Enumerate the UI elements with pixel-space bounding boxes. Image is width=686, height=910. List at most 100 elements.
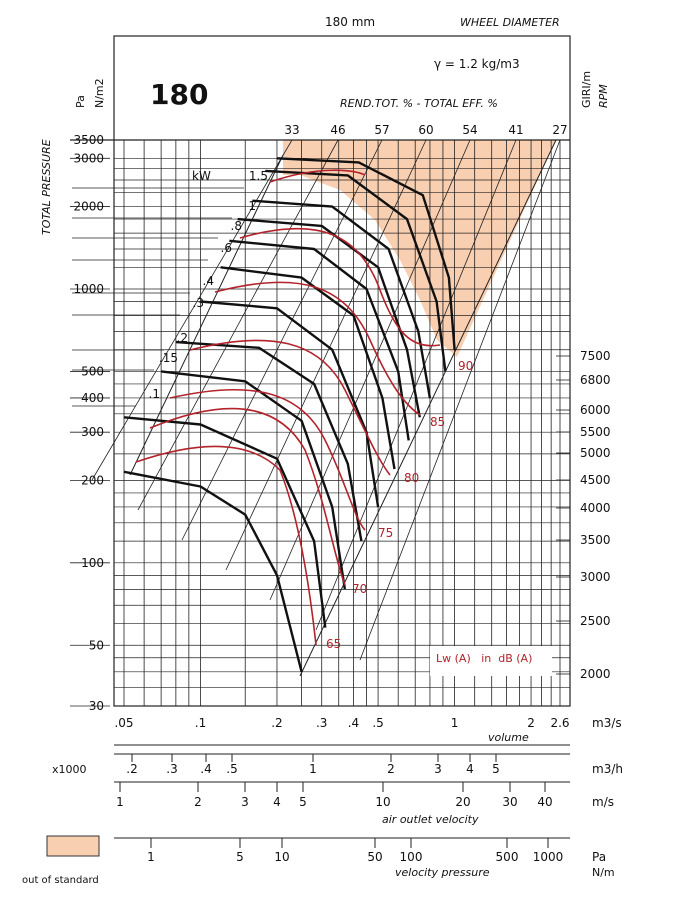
right-axis-tick-label: 6000 [580,403,611,417]
volume-s-tick-label: .4 [348,716,359,730]
noise-level-label: 85 [430,415,445,429]
volume-h-tick-label: 3 [434,762,442,776]
wheel-diameter-label: WHEEL DIAMETER [460,16,560,29]
right-axis-tick-label: 4500 [580,473,611,487]
left-axis-tick-label: 300 [81,425,104,439]
efficiency-value: 27 [552,123,567,137]
left-axis-tick-label: 3000 [73,151,104,165]
velocity-tick-label: 3 [241,795,249,809]
model-number: 180 [150,78,208,111]
velocity-tick-label: 1 [116,795,124,809]
noise-level-label: 65 [326,637,341,651]
noise-curve [149,407,346,586]
power-unit-label: kW [192,169,211,183]
right-axis-tick-label: 4000 [580,501,611,515]
velocity-unit: m/s [592,795,614,809]
left-axis-tick-label: 200 [81,473,104,487]
rpm-curve [175,340,363,542]
noise-level-label: 80 [404,471,419,485]
power-label: .15 [159,351,178,365]
efficiency-line [137,139,339,511]
vpressure-tick-label: 5 [236,850,244,864]
efficiency-value: 41 [508,123,523,137]
velocity-label: air outlet velocity [382,813,479,826]
volume-s-tick-label: .05 [114,716,133,730]
out-of-standard-swatch [46,835,100,857]
chart-labels: 3500 3000 2000 1000 500 400 300 200 100 50 30 7500 6… [73,123,610,713]
velocity-tick-label: 2 [194,795,202,809]
power-label: .1 [149,387,160,401]
power-label: .4 [203,274,214,288]
vpressure-tick-label: 10 [274,850,289,864]
right-unit-giri: GIRI/m [580,71,593,108]
power-label: 1.5 [249,169,268,183]
volume-s-tick-label: .2 [271,716,282,730]
efficiency-label: REND.TOT. % - TOTAL EFF. % [340,97,498,110]
volume-h-tick-label: .3 [166,762,177,776]
velocity-tick-label: 10 [375,795,390,809]
noise-curve [135,445,317,646]
volume-s-tick-label: .3 [316,716,327,730]
right-axis-tick-label: 3000 [580,570,611,584]
left-axis-tick-label: 500 [81,364,104,378]
rpm-curve [123,470,303,673]
volume-s-tick-label: 2 [527,716,535,730]
rpm-curve [252,199,432,399]
noise-level-label: 90 [458,359,473,373]
left-axis-tick-label: 400 [81,391,104,405]
volume-s-tick-label: 1 [451,716,459,730]
shaded-out-of-standard-region [283,140,556,357]
volume-h-tick-label: .2 [126,762,137,776]
performance-curves [123,157,456,673]
efficiency-value: 57 [374,123,389,137]
boundary-left-diagonal [129,154,284,476]
vpressure-unit-nm: N/m [592,866,615,879]
volume-h-tick-label: 4 [466,762,474,776]
rpm-curve [265,169,447,372]
right-unit-rpm: RPM [597,84,610,108]
rpm-curve [160,370,347,590]
volume-s-tick-label: .1 [195,716,206,730]
right-axis-tick-label: 3500 [580,533,611,547]
efficiency-line [91,139,293,481]
left-unit-pa: Pa [74,95,87,108]
rpm-curve [220,266,396,470]
volume-h-prefix: x1000 [52,763,87,776]
bottom-scales: .05 .1 .2 .3 .4 .5 1 2 2.6 .2 .3 .4 .5 1 2 3 4 5 1 2 3 4 5 10 20… [114,716,570,864]
right-axis-tick-label: 5500 [580,425,611,439]
efficiency-line [225,139,427,571]
volume-h-tick-label: 2 [387,762,395,776]
right-axis-tick-label: 7500 [580,349,611,363]
vpressure-unit-pa: Pa [592,850,606,864]
volume-h-tick-label: 5 [492,762,500,776]
efficiency-line [315,139,517,631]
boundary-right-diagonal [299,139,557,677]
right-axis-tick-label: 5000 [580,446,611,460]
noise-curve [189,339,391,476]
rpm-curve [229,239,410,441]
right-axis-tick-label: 2000 [580,667,611,681]
noise-level-label: 75 [378,526,393,540]
rpm-curve [123,416,327,628]
power-label: .2 [177,331,188,345]
noise-curve [239,227,441,347]
noise-curve [214,281,421,416]
out-of-standard-label: out of standard [22,875,99,886]
noise-curve [169,388,366,531]
noise-level-label: 70 [352,582,367,596]
left-axis-tick-label: 50 [89,638,104,652]
vpressure-tick-label: 1 [147,850,155,864]
volume-s-unit: m3/s [592,716,622,730]
vpressure-tick-label: 100 [400,850,423,864]
velocity-tick-label: 40 [537,795,552,809]
vpressure-tick-label: 50 [367,850,382,864]
rpm-curve [200,300,380,508]
noise-curve [269,169,366,183]
left-axis-title: TOTAL PRESSURE [40,139,53,235]
power-label: 1 [248,199,256,213]
noise-legend-box [430,646,552,676]
efficiency-line [359,139,561,661]
efficiency-line [269,139,471,601]
velocity-tick-label: 4 [273,795,281,809]
